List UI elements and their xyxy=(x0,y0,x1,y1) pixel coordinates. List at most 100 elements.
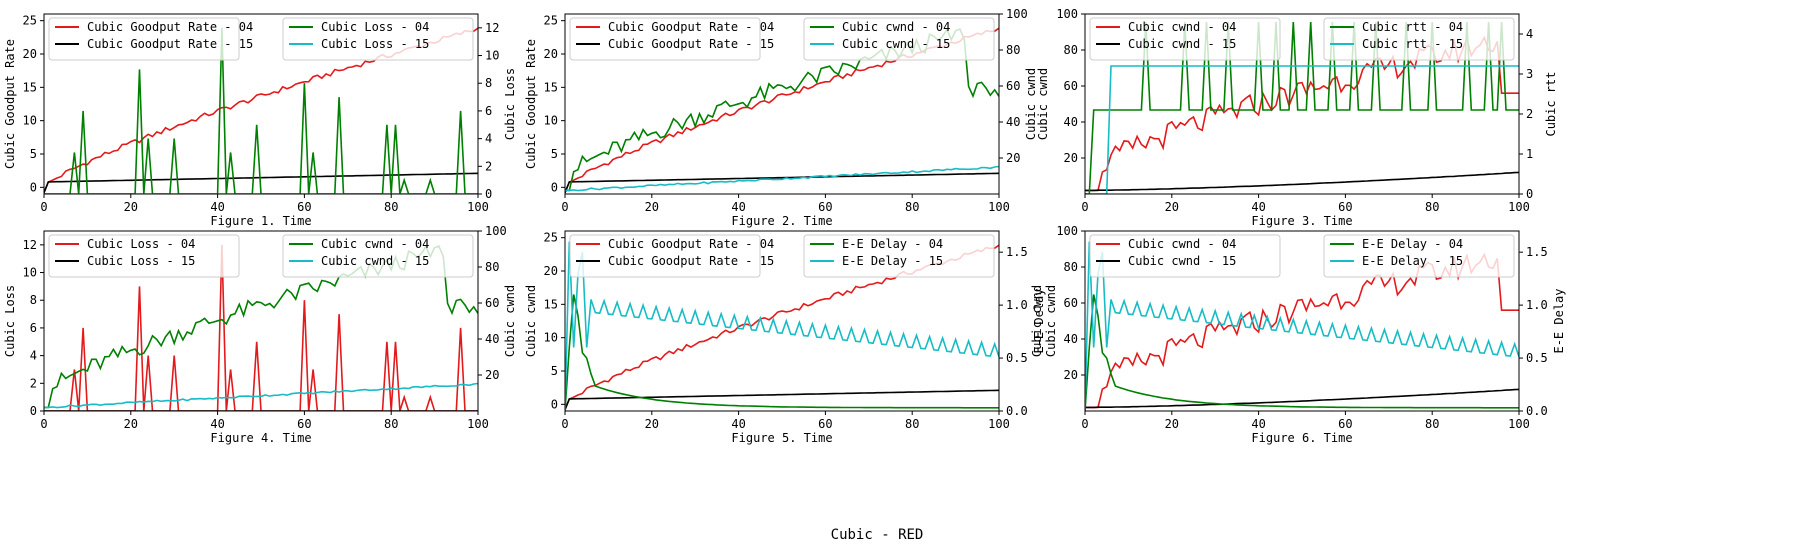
legend-entry: E-E Delay - 15 xyxy=(1362,254,1463,268)
left-tick-label: 80 xyxy=(1064,260,1078,274)
right-tick-label: 40 xyxy=(485,332,499,346)
axes-frame xyxy=(43,13,479,195)
right-tick-label: 4 xyxy=(1526,27,1533,41)
series-line-right-2 xyxy=(1085,241,1519,411)
legend-right: E-E Delay - 04 E-E Delay - 15 xyxy=(803,234,995,278)
axes-frame xyxy=(43,230,479,412)
x-tick-label: 100 xyxy=(1508,417,1530,431)
legend-right: Cubic Loss - 04 Cubic Loss - 15 xyxy=(282,17,474,61)
left-tick-label: 2 xyxy=(30,376,37,390)
right-tick-label: 1 xyxy=(1526,147,1533,161)
axes-frame xyxy=(1084,13,1520,195)
left-tick-label: 15 xyxy=(23,80,37,94)
left-tick-label: 6 xyxy=(30,321,37,335)
x-tick-label: 40 xyxy=(210,417,224,431)
right-axis-label: Cubic Loss xyxy=(503,68,517,140)
series-group xyxy=(1085,241,1519,411)
series-line-right-1 xyxy=(565,294,999,411)
left-tick-label: 60 xyxy=(1064,296,1078,310)
legend-entry: Cubic cwnd - 15 xyxy=(842,37,950,51)
legend-entry: Cubic Loss - 15 xyxy=(87,254,195,268)
legend-box xyxy=(1089,234,1281,278)
series-line-right-2 xyxy=(44,382,478,409)
axes-frame xyxy=(564,13,1000,195)
right-tick-label: 80 xyxy=(485,260,499,274)
x-axis-label: Figure 5. Time xyxy=(731,431,832,445)
legend-right: Cubic rtt - 04 Cubic rtt - 15 xyxy=(1323,17,1515,61)
left-tick-label: 100 xyxy=(1056,7,1078,21)
x-axis-label: Figure 1. Time xyxy=(210,214,311,228)
legend-box xyxy=(282,234,474,278)
x-tick-label: 40 xyxy=(731,417,745,431)
left-tick-label: 80 xyxy=(1064,43,1078,57)
left-tick-label: 4 xyxy=(30,349,37,363)
legend-entry: Cubic Loss - 15 xyxy=(321,37,429,51)
x-tick-label: 20 xyxy=(124,200,138,214)
legend-left: Cubic Goodput Rate - 04 Cubic Goodput Rat… xyxy=(569,17,774,61)
x-tick-label: 0 xyxy=(1081,200,1088,214)
x-tick-label: 0 xyxy=(40,417,47,431)
legend-box xyxy=(282,17,474,61)
left-axis-label: Cubic cwnd xyxy=(524,285,538,357)
right-axis-label: Cubic rtt xyxy=(1544,71,1558,136)
x-tick-label: 80 xyxy=(384,417,398,431)
right-tick-label: 1.5 xyxy=(1526,245,1548,259)
x-tick-label: 80 xyxy=(905,200,919,214)
right-axis-label-2: Cubic cwnd xyxy=(1036,68,1050,140)
right-tick-label: 100 xyxy=(485,224,507,238)
series-line-left-1 xyxy=(44,244,478,411)
legend-left: Cubic Loss - 04 Cubic Loss - 15 xyxy=(48,234,240,278)
series-line-left-2 xyxy=(1085,171,1519,192)
right-axis-label-prev: Cubic cwnd xyxy=(1030,285,1044,357)
legend-entry: Cubic Loss - 04 xyxy=(87,237,195,251)
x-axis-label: Figure 3. Time xyxy=(1251,214,1352,228)
x-tick-label: 100 xyxy=(988,200,1010,214)
axes-frame xyxy=(1084,230,1520,412)
legend-entry: Cubic cwnd - 04 xyxy=(1128,237,1236,251)
series-line-right-2 xyxy=(1085,65,1519,194)
legend-entry: Cubic Goodput Rate - 15 xyxy=(608,254,774,268)
left-tick-label: 5 xyxy=(551,364,558,378)
left-tick-label: 12 xyxy=(23,238,37,252)
legend-right: Cubic cwnd - 04 Cubic cwnd - 15 xyxy=(282,234,474,278)
x-tick-label: 100 xyxy=(1508,200,1530,214)
x-tick-label: 60 xyxy=(297,200,311,214)
series-line-right-1 xyxy=(44,27,478,194)
right-axis-label: Cubic cwnd xyxy=(503,285,517,357)
subplot-6: 0 20 40 60 80 100 Figure 6. Time 20 40 60 80 100 Cub… xyxy=(1030,224,1566,445)
left-tick-label: 0 xyxy=(30,404,37,418)
subplot-5: 0 20 40 60 80 100 Figure 5. Time 0 5 10 15 20 25 Cubi… xyxy=(524,230,1046,445)
series-line-right-1 xyxy=(1085,294,1519,411)
x-tick-label: 100 xyxy=(467,417,489,431)
right-tick-label: 80 xyxy=(1006,43,1020,57)
left-tick-label: 5 xyxy=(551,147,558,161)
left-tick-label: 0 xyxy=(551,180,558,194)
x-tick-label: 40 xyxy=(1251,417,1265,431)
right-axis-label: Cubic cwnd xyxy=(1024,68,1038,140)
legend-entry: Cubic cwnd - 04 xyxy=(842,20,950,34)
right-tick-label: 10 xyxy=(485,49,499,63)
right-tick-label: 0 xyxy=(1526,187,1533,201)
x-axis-label: Figure 6. Time xyxy=(1251,431,1352,445)
subplot-4: 0 20 40 60 80 100 Figure 4. Time 0 2 4 6 8 10 12 Cubic… xyxy=(3,224,517,445)
legend-left: Cubic Goodput Rate - 04 Cubic Goodput Rat… xyxy=(48,17,253,61)
legend-box xyxy=(569,234,761,278)
left-tick-label: 8 xyxy=(30,293,37,307)
x-tick-label: 0 xyxy=(40,200,47,214)
legend-entry: Cubic Goodput Rate - 04 xyxy=(608,237,774,251)
left-tick-label: 15 xyxy=(544,80,558,94)
legend-box xyxy=(803,17,995,61)
right-tick-label: 0.5 xyxy=(1006,351,1028,365)
left-tick-label: 40 xyxy=(1064,332,1078,346)
left-tick-label: 100 xyxy=(1056,224,1078,238)
right-tick-label: 6 xyxy=(485,104,492,118)
left-tick-label: 40 xyxy=(1064,115,1078,129)
legend-box xyxy=(569,17,761,61)
x-tick-label: 80 xyxy=(1425,200,1439,214)
legend-left: Cubic Goodput Rate - 04 Cubic Goodput Rat… xyxy=(569,234,774,278)
left-tick-label: 25 xyxy=(544,14,558,28)
legend-entry: E-E Delay - 04 xyxy=(1362,237,1463,251)
legend-entry: Cubic Goodput Rate - 15 xyxy=(608,37,774,51)
